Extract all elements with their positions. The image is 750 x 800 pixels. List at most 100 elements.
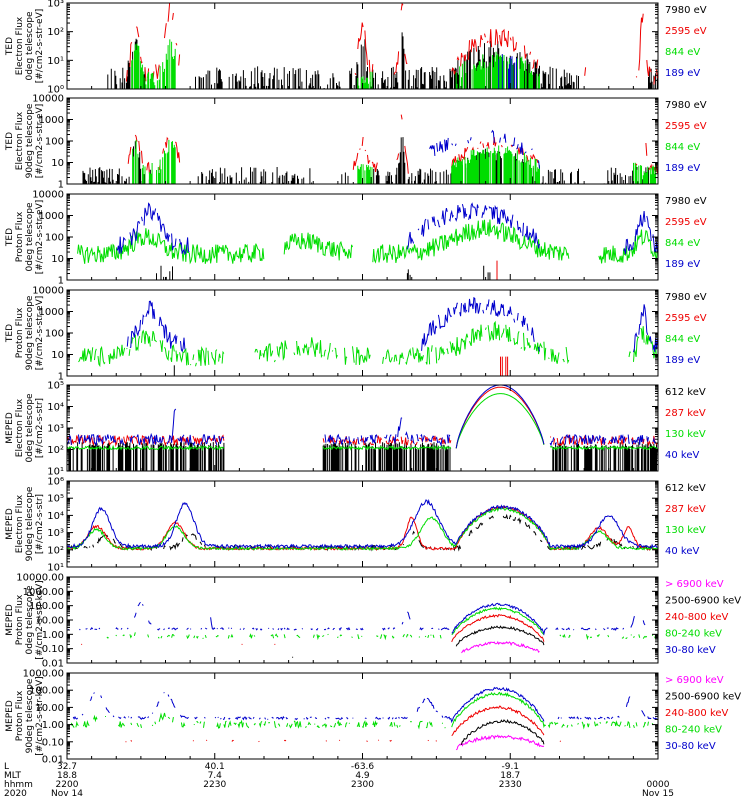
legend-entry: 7980 eV (665, 100, 707, 111)
x-tick-label: 7.4 (208, 771, 223, 781)
legend-entry: 240-800 keV (665, 612, 729, 623)
y-tick-label: 10000.00 (16, 573, 64, 584)
legend-entry: 30-80 keV (665, 741, 716, 752)
y-tick-label: 10³ (47, 0, 64, 10)
x-tick-label: 2300 (351, 780, 374, 790)
x-tick-label: Nov 14 (51, 789, 83, 799)
y-tick-label: 10⁴ (47, 402, 64, 413)
y-axis-label: TED (5, 37, 15, 56)
y-tick-label: 10 (51, 254, 64, 265)
y-tick-label: 10² (47, 27, 64, 38)
series-magenta (455, 734, 545, 751)
panel-meped-electron-0deg: 10¹ 10² 10³ 10⁴ 10⁵ MEPED Electron Flux 0deg te… (5, 381, 706, 478)
legend-entry: 240-800 keV (665, 708, 729, 719)
x-tick-label: 18.8 (57, 771, 77, 781)
y-tick-label: 1000.00 (23, 587, 64, 598)
y-axis-label: [#/cm2-s-str-eV] (35, 296, 45, 371)
y-axis-label: TED (5, 132, 15, 151)
legend-entry: 2595 eV (665, 217, 707, 228)
y-tick-label: 0.10 (42, 644, 64, 655)
y-axis-label: Electron Flux (15, 398, 25, 457)
y-tick-label: 100 (45, 137, 64, 148)
y-tick-label: 1000 (39, 307, 64, 318)
legend-entry: > 6900 keV (665, 675, 724, 686)
series-green (67, 393, 658, 452)
y-tick-label: 100.00 (29, 601, 64, 612)
legend-entry: 2500-6900 keV (665, 692, 741, 703)
y-tick-label: 10.00 (35, 703, 64, 714)
series-black (68, 515, 658, 549)
y-axis-label: MEPED (5, 508, 15, 540)
y-tick-label: 10¹ (47, 563, 64, 574)
y-axis-label: 90deg telescope (25, 103, 35, 178)
y-tick-label: 10² (47, 445, 64, 456)
series-green (132, 139, 657, 184)
panel-frame (66, 576, 659, 664)
y-tick-label: 10⁵ (47, 381, 64, 392)
x-tick-label: 2230 (203, 780, 226, 790)
legend-entry: 130 keV (665, 525, 706, 536)
legend-entry: 7980 eV (665, 5, 707, 16)
legend-entry: 612 keV (665, 483, 706, 494)
series-green (77, 219, 658, 265)
series-black (461, 719, 545, 746)
legend-entry: 844 eV (665, 47, 700, 58)
panel-meped-electron-90deg: 10¹ 10² 10³ 10⁴ 10⁵ 10⁶ MEPED Electron Flux 90de… (5, 477, 706, 574)
y-axis-label: 90deg telescope (25, 295, 35, 370)
panel-ted-proton-0deg: 1 10 100 1000 10000 TED Proton Flux 0deg telesc… (5, 190, 707, 287)
y-tick-label: 10⁶ (47, 477, 64, 488)
series-green (67, 507, 658, 552)
y-axis-label: Electron Flux (15, 494, 25, 553)
x-row-label: 2020 (4, 789, 27, 799)
y-tick-label: 0.10 (42, 737, 64, 748)
y-axis-label: Proton Flux (15, 307, 25, 358)
series-red (67, 505, 658, 552)
legend-entry: 7980 eV (665, 292, 707, 303)
legend-entry: 189 eV (665, 355, 700, 366)
panel-data (78, 296, 658, 376)
x-tick-label: 0000 (647, 780, 670, 790)
series-blue (126, 296, 658, 353)
legend-entry: 189 eV (665, 68, 700, 79)
legend-entry: 30-80 keV (665, 645, 716, 656)
x-row-label: hhmm (4, 780, 33, 790)
series-blue (72, 686, 658, 724)
panel-frame (66, 384, 659, 472)
legend-entry: 844 eV (665, 334, 700, 345)
series-black (292, 625, 545, 658)
y-axis-label: 0deg telescope (25, 11, 35, 81)
y-axis-label: [#/cm2-s-str-eV] (35, 200, 45, 275)
panel-ted-electron-90deg: 1 10 100 1000 10000 TED Electron Flux 90deg tel… (5, 94, 707, 191)
panel-frame (66, 480, 659, 568)
y-tick-label: 0.01 (42, 659, 64, 670)
panel-frame (66, 672, 659, 760)
series-blue (67, 385, 656, 449)
y-tick-label: 100 (45, 329, 64, 340)
legend-entry: 7980 eV (665, 196, 707, 207)
x-tick-label: -9.1 (501, 762, 519, 772)
series-green (78, 320, 658, 368)
series-red (126, 706, 655, 742)
legend-entry: 287 keV (665, 408, 706, 419)
y-axis-label: MEPED (5, 412, 15, 444)
y-tick-label: 100 (45, 233, 64, 244)
y-axis-label: 0deg telescope (25, 585, 35, 655)
x-tick-label: 18.7 (500, 771, 520, 781)
x-tick-label: Nov 15 (642, 789, 674, 799)
y-axis-label: Proton Flux (15, 594, 25, 645)
legend-entry: 40 keV (665, 546, 699, 557)
y-tick-label: 1 (58, 276, 64, 287)
legend-entry: 287 keV (665, 504, 706, 515)
y-axis-label: 0deg telescope (25, 393, 35, 463)
series-blue (498, 54, 517, 89)
legend-entry: 2595 eV (665, 313, 707, 324)
series-blue (116, 202, 658, 256)
x-tick-label: 2200 (56, 780, 79, 790)
y-axis-label: 90deg telescope (25, 486, 35, 561)
series-green (70, 691, 654, 730)
legend-entry: 2595 eV (665, 26, 707, 37)
x-row-label: L (4, 762, 9, 772)
legend-entry: 2595 eV (665, 121, 707, 132)
